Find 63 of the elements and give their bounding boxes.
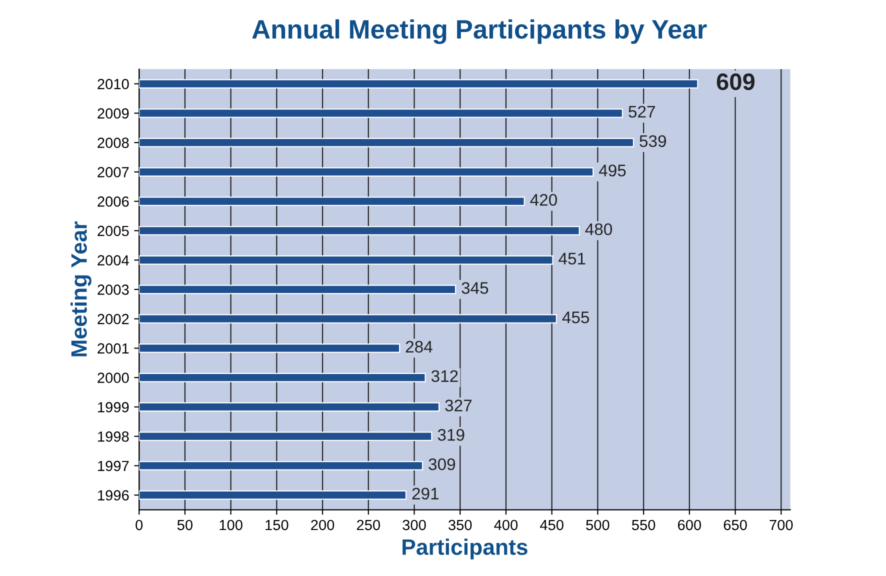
x-tick-label: 700 bbox=[770, 520, 793, 530]
x-tick-label: 100 bbox=[220, 520, 242, 530]
y-tick-label: 1996 bbox=[98, 490, 129, 500]
y-tick-label: 2003 bbox=[98, 284, 129, 295]
data-label: 480 bbox=[585, 223, 612, 236]
y-tick-label: 2001 bbox=[98, 343, 129, 354]
data-label: 309 bbox=[428, 458, 456, 470]
bar bbox=[139, 432, 432, 441]
bar bbox=[139, 79, 698, 88]
x-tick-label: 350 bbox=[448, 520, 472, 530]
x-tick-label: 650 bbox=[724, 520, 747, 530]
data-label: 420 bbox=[530, 194, 557, 206]
y-tick-label: 1998 bbox=[98, 431, 129, 442]
x-tick-label: 300 bbox=[402, 520, 426, 530]
y-axis-title: Meeting Year bbox=[70, 221, 92, 356]
x-tick-label: 500 bbox=[586, 520, 610, 530]
data-label: 455 bbox=[562, 312, 590, 324]
data-label: 319 bbox=[438, 428, 464, 441]
chart-title: Annual Meeting Participants by Year bbox=[252, 19, 707, 44]
x-tick-label: 550 bbox=[632, 520, 656, 530]
y-tick-label: 2006 bbox=[98, 196, 129, 207]
data-label: 284 bbox=[406, 340, 432, 353]
y-tick-label: 2000 bbox=[98, 372, 129, 383]
bar bbox=[139, 108, 624, 118]
x-tick-label: 50 bbox=[177, 520, 193, 530]
bar bbox=[139, 255, 554, 265]
y-tick-label: 2008 bbox=[98, 138, 129, 148]
bar bbox=[139, 226, 580, 236]
x-tick-label: 600 bbox=[678, 520, 702, 530]
y-tick-label: 2010 bbox=[98, 78, 129, 90]
x-tick-label: 400 bbox=[494, 520, 518, 530]
data-label: 495 bbox=[599, 164, 626, 176]
bar bbox=[139, 402, 440, 412]
y-tick-label: 1999 bbox=[98, 402, 129, 412]
x-tick-label: 200 bbox=[311, 520, 334, 530]
bar bbox=[139, 490, 407, 500]
data-label: 527 bbox=[628, 106, 655, 118]
data-label: 327 bbox=[445, 400, 472, 412]
data-label: 451 bbox=[558, 252, 586, 265]
data-label: 539 bbox=[640, 135, 666, 148]
bar bbox=[139, 284, 456, 294]
y-tick-label: 2002 bbox=[98, 314, 129, 324]
x-tick-label: 150 bbox=[266, 520, 288, 530]
x-axis-title: Participants bbox=[402, 538, 528, 560]
data-label: 609 bbox=[716, 73, 755, 90]
bar bbox=[139, 314, 557, 324]
bar bbox=[139, 344, 400, 353]
x-tick-label: 450 bbox=[540, 520, 564, 530]
bar bbox=[139, 461, 424, 470]
y-tick-label: 2005 bbox=[98, 226, 129, 236]
y-tick-label: 2007 bbox=[98, 167, 129, 178]
x-tick-label: 250 bbox=[356, 520, 380, 530]
data-label: 312 bbox=[431, 370, 458, 382]
bar bbox=[139, 372, 426, 382]
data-label: 345 bbox=[462, 282, 488, 294]
y-tick-label: 2004 bbox=[98, 255, 129, 266]
x-tick-label: 0 bbox=[136, 520, 143, 530]
data-label: 291 bbox=[412, 488, 439, 500]
y-tick-label: 2009 bbox=[98, 108, 129, 119]
bar bbox=[139, 196, 525, 206]
bar bbox=[139, 167, 594, 177]
y-tick-label: 1997 bbox=[98, 460, 129, 472]
bar bbox=[139, 138, 634, 148]
